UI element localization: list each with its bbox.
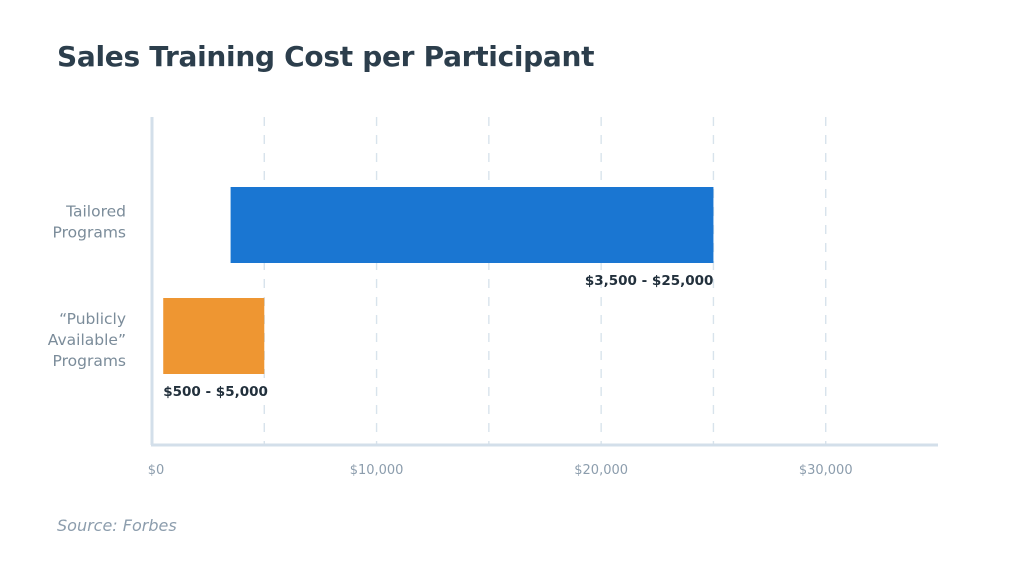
source-note: Source: Forbes [57, 516, 177, 535]
bar [163, 298, 265, 374]
category-label: Tailored [65, 203, 126, 221]
axes [150, 117, 938, 447]
category-label: Programs [53, 352, 126, 370]
bars [163, 187, 714, 374]
x-tick-label: $0 [148, 463, 165, 478]
bar-value-label: $500 - $5,000 [163, 384, 268, 400]
category-label: Available” [48, 331, 126, 349]
bar [230, 187, 714, 263]
x-tick-label: $20,000 [574, 463, 628, 478]
x-tick-label: $10,000 [350, 463, 404, 478]
category-label: “Publicly [59, 310, 126, 328]
bar-value-label: $3,500 - $25,000 [585, 273, 714, 289]
chart-title: Sales Training Cost per Participant [57, 40, 595, 73]
labels: $3,500 - $25,000 $500 - $5,000 Tailored Pro… [48, 203, 853, 479]
gridlines [263, 117, 827, 445]
x-tick-label: $30,000 [799, 463, 853, 478]
category-label: Programs [53, 224, 126, 242]
